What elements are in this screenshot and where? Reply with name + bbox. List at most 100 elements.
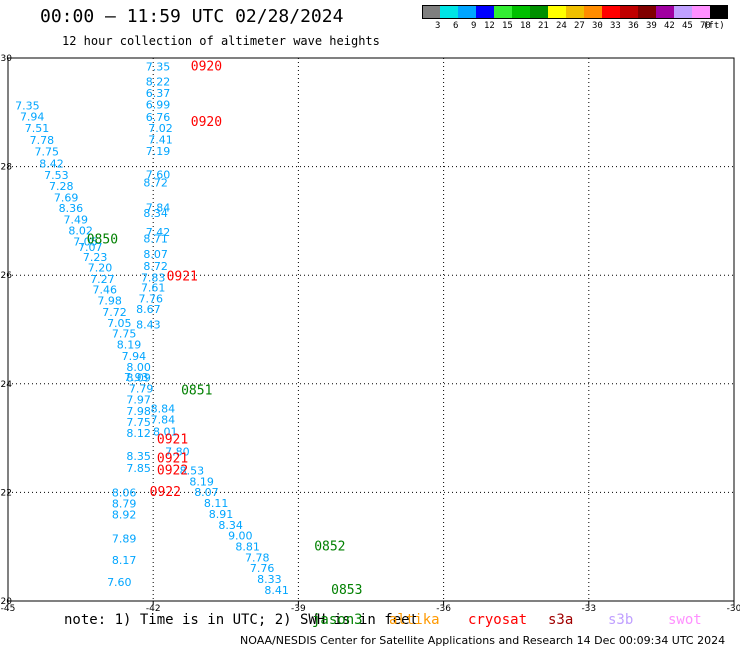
- wave-height-label: 8.53: [180, 464, 205, 477]
- wave-height-label: 7.75: [112, 328, 137, 341]
- legend-label: 3: [435, 21, 441, 31]
- x-tick-label: -45: [1, 604, 16, 614]
- legend-swatch: [494, 5, 512, 19]
- wave-height-label: 7.23: [83, 251, 108, 264]
- wave-height-label: 8.19: [117, 339, 142, 352]
- wave-height-label: 7.69: [54, 191, 79, 204]
- legend-swatch: [620, 5, 638, 19]
- wave-height-label: 8.81: [235, 541, 260, 554]
- wave-height-label: 8.34: [218, 519, 243, 532]
- legend-swatch: [440, 5, 458, 19]
- wave-height-label: 8.92: [112, 508, 137, 521]
- wave-height-label: 7.89: [112, 532, 137, 545]
- satellite-swot: swot: [668, 612, 702, 628]
- satellite-altika: altika: [389, 612, 440, 628]
- legend-swatch: [566, 5, 584, 19]
- legend-label: 12: [484, 21, 495, 31]
- x-tick-label: -30: [727, 604, 740, 614]
- pass-time-label: 0922: [150, 485, 181, 500]
- legend-frame: [422, 5, 728, 19]
- wave-height-label: 7.07: [78, 241, 103, 254]
- x-tick-label: -33: [581, 604, 596, 614]
- page-subtitle: 12 hour collection of altimeter wave hei…: [62, 34, 380, 48]
- wave-height-label: 7.46: [93, 284, 118, 297]
- wave-height-label: 8.36: [59, 202, 84, 215]
- satellite-cryosat: cryosat: [468, 612, 528, 628]
- wave-height-label: 8.67: [136, 303, 161, 316]
- legend-swatch: [512, 5, 530, 19]
- legend-swatch: [548, 5, 566, 19]
- pass-time-label: 0850: [87, 233, 118, 248]
- credits-footer: NOAA/NESDIS Center for Satellite Applica…: [240, 634, 726, 647]
- pass-time-label: 0852: [314, 540, 345, 555]
- legend-label: 70: [700, 21, 711, 31]
- pass-time-label: 0920: [191, 115, 222, 130]
- legend-swatch: [584, 5, 602, 19]
- wave-height-label: 8.84: [151, 403, 176, 416]
- wave-height-label: 9.00: [228, 530, 253, 543]
- wave-height-label: 7.76: [139, 292, 164, 305]
- legend-label: 9: [471, 21, 477, 31]
- legend-swatch: [602, 5, 620, 19]
- wave-height-label: 7.83: [141, 272, 166, 285]
- wave-height-label: 7.60: [107, 576, 132, 589]
- wave-height-label: 8.35: [126, 450, 151, 463]
- wave-height-label: 7.94: [20, 110, 45, 123]
- legend-label: 15: [502, 21, 513, 31]
- wave-height-label: 7.28: [49, 180, 74, 193]
- wave-height-label: 7.49: [64, 214, 89, 227]
- legend-label: 24: [556, 21, 567, 31]
- wave-height-label: 7.61: [141, 281, 166, 294]
- legend-label: 27: [574, 21, 585, 31]
- wave-height-label: 7.76: [250, 562, 275, 575]
- wave-height-label: 8.00: [126, 361, 151, 374]
- y-tick-label: 26: [1, 271, 13, 281]
- wave-height-label: 7.35: [146, 60, 171, 73]
- wave-height-label: 8.41: [264, 584, 289, 597]
- wave-height-label: 7.97: [126, 393, 151, 406]
- legend-swatch: [674, 5, 692, 19]
- y-tick-label: 24: [1, 380, 13, 390]
- wave-height-label: 7.98: [126, 405, 151, 418]
- legend-unit: (ft): [703, 21, 725, 31]
- wave-height-label: 8.72: [143, 260, 168, 273]
- wave-height-label: 6.99: [146, 98, 171, 111]
- wave-height-label: 8.09: [126, 372, 151, 385]
- wave-height-label: 8.22: [146, 76, 171, 89]
- pass-time-label: 0851: [181, 384, 212, 399]
- wave-height-label: 7.51: [25, 122, 50, 135]
- wave-height-label: 8.42: [39, 158, 64, 171]
- y-tick-label: 28: [1, 163, 13, 173]
- x-tick-label: -42: [146, 604, 161, 614]
- wave-height-label: 7.20: [88, 261, 113, 274]
- legend-label: 6: [453, 21, 459, 31]
- wave-height-label: 7.94: [122, 350, 147, 363]
- wave-height-label: 7.79: [129, 382, 154, 395]
- wave-height-label: 7.85: [126, 462, 151, 475]
- wave-height-label: 8.72: [143, 177, 168, 190]
- wave-height-label: 7.72: [102, 306, 127, 319]
- wave-height-label: 7.53: [44, 169, 69, 182]
- legend-label: 33: [610, 21, 621, 31]
- wave-height-label: 7.84: [151, 413, 176, 426]
- wave-height-label: 7.84: [146, 202, 171, 215]
- wave-height-label: 7.05: [73, 235, 98, 248]
- wave-height-label: 6.37: [146, 87, 171, 100]
- wave-height-label: 8.91: [209, 508, 234, 521]
- wave-height-label: 8.71: [143, 233, 168, 246]
- wave-height-label: 7.98: [97, 295, 122, 308]
- legend-label: 36: [628, 21, 639, 31]
- wave-height-label: 7.80: [165, 445, 190, 458]
- pass-time-label: 0921: [167, 270, 198, 285]
- plot-frame: [7, 57, 735, 602]
- wave-height-label: 8.06: [112, 487, 137, 500]
- legend-label: 39: [646, 21, 657, 31]
- legend-swatch: [710, 5, 728, 19]
- wave-height-label: 8.19: [189, 475, 214, 488]
- wave-height-label: 8.79: [112, 498, 137, 511]
- wave-height-label: 7.42: [146, 226, 171, 239]
- wave-height-label: 6.76: [146, 111, 171, 124]
- satellite-s3a: s3a: [548, 612, 574, 628]
- legend-swatch: [656, 5, 674, 19]
